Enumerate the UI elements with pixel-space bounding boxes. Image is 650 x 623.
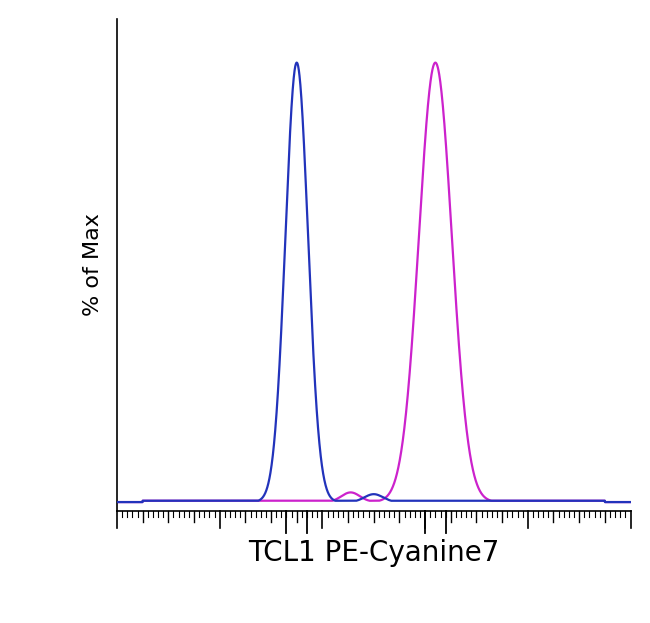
- Y-axis label: % of Max: % of Max: [83, 213, 103, 316]
- X-axis label: TCL1 PE-Cyanine7: TCL1 PE-Cyanine7: [248, 539, 499, 567]
